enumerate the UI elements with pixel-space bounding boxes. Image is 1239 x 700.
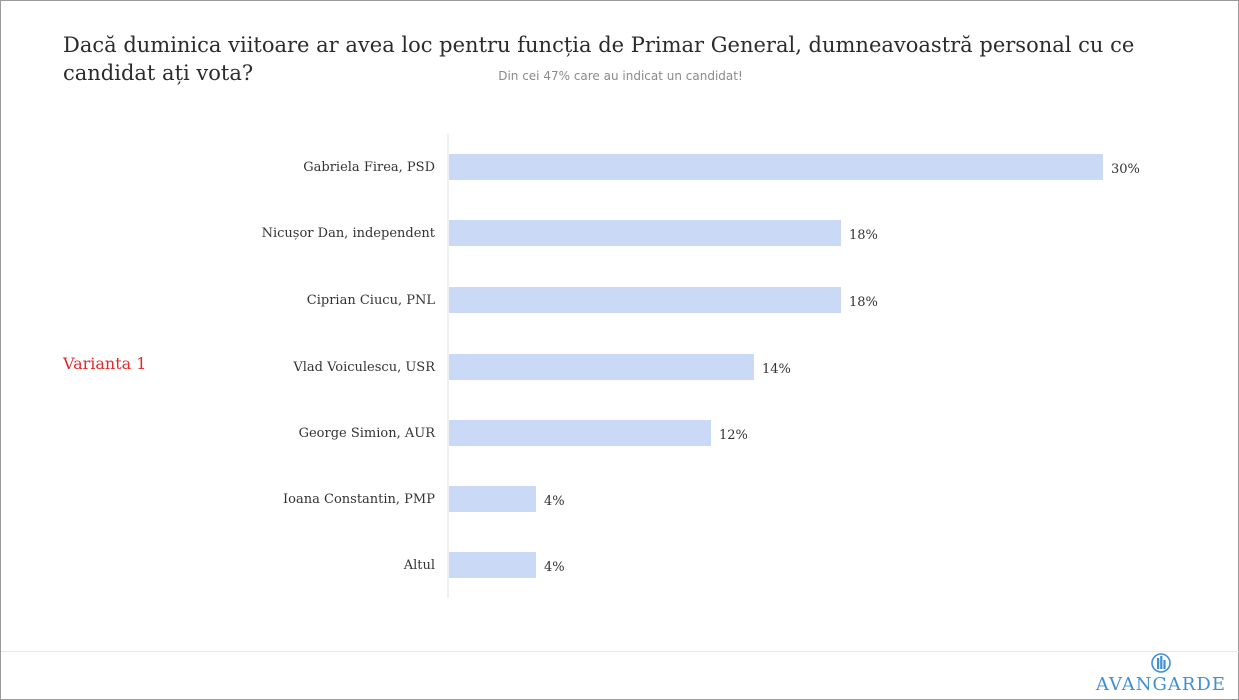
avangarde-logo-icon — [1151, 653, 1171, 673]
value-label: 18% — [849, 295, 878, 310]
value-label: 4% — [544, 560, 565, 575]
avangarde-logo: AVANGARDE — [1096, 652, 1226, 695]
category-label: Vlad Voiculescu, USR — [292, 360, 436, 375]
chart-title: Dacă duminica viitoare ar avea loc pentr… — [63, 33, 1135, 85]
value-label: 14% — [762, 362, 791, 377]
bar-chart: Gabriela Firea, PSD 30% Nicușor Dan, indep… — [262, 134, 1140, 598]
footer-divider — [1, 651, 1239, 652]
value-label: 18% — [849, 228, 878, 243]
category-label: Nicușor Dan, independent — [262, 226, 436, 241]
chart-subtitle: Din cei 47% care au indicat un candidat! — [498, 69, 743, 83]
value-label: 12% — [719, 428, 748, 443]
category-label: Ciprian Ciucu, PNL — [307, 293, 436, 308]
bar-6 — [449, 552, 536, 578]
bar-5 — [449, 486, 536, 512]
value-label: 4% — [544, 494, 565, 509]
category-label: Ioana Constantin, PMP — [283, 492, 435, 507]
value-label: 30% — [1111, 162, 1140, 177]
bar-1 — [449, 220, 841, 246]
category-label: Gabriela Firea, PSD — [303, 160, 435, 175]
category-label: George Simion, AUR — [299, 426, 437, 441]
bar-3 — [449, 354, 754, 380]
variant-label: Varianta 1 — [63, 354, 147, 373]
bar-4 — [449, 420, 711, 446]
bar-2 — [449, 287, 841, 313]
logo-text: AVANGARDE — [1095, 674, 1226, 695]
category-label: Altul — [403, 558, 435, 573]
bar-0 — [449, 154, 1103, 180]
